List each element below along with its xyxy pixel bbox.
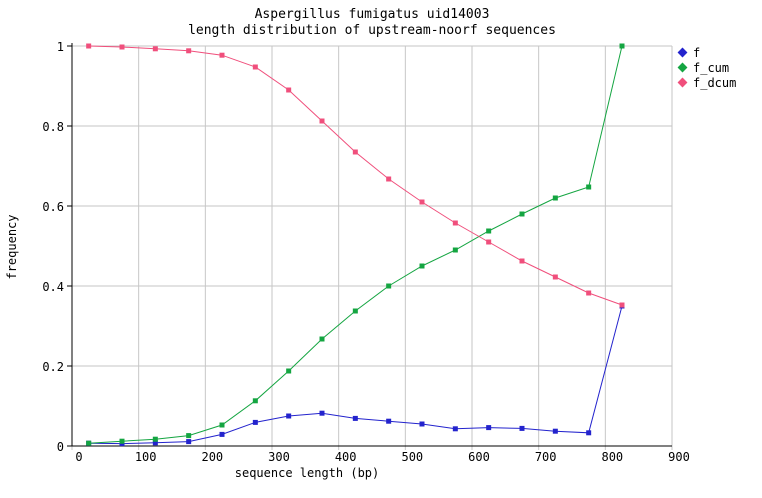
series-f-marker — [552, 428, 558, 434]
series-f_dcum-marker — [619, 302, 625, 308]
series-f-marker — [419, 421, 425, 427]
legend: f f_cum f_dcum — [677, 45, 737, 90]
x-tick-label: 500 — [401, 450, 423, 464]
x-tick-label: 0 — [75, 450, 82, 464]
legend-item-f: f — [677, 45, 736, 60]
y-tick-label: 0.2 — [42, 360, 64, 374]
x-tick-label: 600 — [468, 450, 490, 464]
series-f_cum-marker — [452, 247, 458, 253]
series-f-line — [88, 305, 623, 445]
y-tick-label: 0.8 — [42, 120, 64, 134]
legend-label-f-cum: f_cum — [693, 60, 730, 75]
series-f_cum-marker — [519, 211, 525, 217]
series-f_dcum-marker — [186, 48, 192, 54]
series-f_cum-marker — [419, 263, 425, 269]
series-f_dcum-marker — [419, 199, 425, 205]
series-f-marker — [486, 425, 492, 431]
y-tick-label: 1 — [57, 40, 64, 54]
series-f_cum-marker — [186, 433, 192, 439]
series-f_cum-marker — [552, 195, 558, 201]
chart-title: Aspergillus fumigatus uid14003 — [254, 7, 490, 22]
legend-marker-f-icon — [677, 47, 688, 58]
legend-label-f-dcum: f_dcum — [693, 75, 737, 90]
y-axis-label: frequency — [5, 214, 19, 280]
series-f_dcum-line — [88, 45, 623, 306]
x-tick-label: 900 — [668, 450, 690, 464]
x-tick-label: 800 — [601, 450, 623, 464]
series-f_dcum-marker — [519, 258, 525, 264]
series-f-marker — [352, 415, 358, 421]
y-tick-label: 0 — [57, 440, 64, 454]
x-tick-label: 200 — [201, 450, 223, 464]
series-f_cum-marker — [619, 43, 625, 49]
legend-item-f-cum: f_cum — [677, 60, 736, 75]
series-f_cum-marker — [119, 438, 125, 444]
series-f-marker — [219, 431, 225, 437]
series-f-marker — [152, 440, 158, 446]
series-f_dcum-marker — [352, 149, 358, 155]
series-f_dcum-marker — [452, 220, 458, 226]
series-f-marker — [386, 418, 392, 424]
series-f_cum-marker — [252, 398, 258, 404]
series-f_cum-line — [88, 45, 623, 444]
series-f_cum-marker — [352, 308, 358, 314]
x-axis-label: sequence length (bp) — [234, 466, 380, 480]
series-f_dcum-marker — [152, 46, 158, 52]
series-f-marker — [452, 426, 458, 432]
y-tick-label: 0.4 — [42, 280, 64, 294]
legend-label-f: f — [693, 45, 701, 60]
legend-marker-f-dcum-icon — [677, 77, 688, 88]
series-f_dcum-marker — [319, 118, 325, 124]
series-f_dcum-marker — [252, 64, 258, 70]
x-tick-label: 100 — [135, 450, 157, 464]
x-tick-label: 300 — [268, 450, 290, 464]
series-f_dcum-marker — [86, 43, 92, 49]
series-f_cum-marker — [586, 184, 592, 190]
x-tick-label: 400 — [335, 450, 357, 464]
series-f_dcum-marker — [486, 239, 492, 245]
series-f_dcum-marker — [219, 52, 225, 58]
legend-marker-f-cum-icon — [677, 62, 688, 73]
series-f-marker — [286, 413, 292, 419]
legend-item-f-dcum: f_dcum — [677, 75, 737, 90]
series-f_cum-marker — [386, 283, 392, 289]
series-f_cum-marker — [152, 436, 158, 442]
chart-subtitle: length distribution of upstream-noorf se… — [188, 23, 556, 38]
series-f_dcum-marker — [386, 176, 392, 182]
series-f-marker — [586, 430, 592, 436]
series-f-marker — [252, 419, 258, 425]
series-f_dcum-marker — [286, 87, 292, 93]
series-f_dcum-marker — [119, 44, 125, 50]
x-tick-label: 700 — [535, 450, 557, 464]
series-f_cum-marker — [286, 368, 292, 374]
series-f-marker — [319, 410, 325, 416]
series-f_cum-marker — [486, 228, 492, 234]
title-block: Aspergillus fumigatus uid14003 length di… — [72, 7, 672, 39]
series-f_dcum-marker — [586, 290, 592, 296]
series-f_dcum-marker — [552, 274, 558, 280]
series-f_cum-marker — [319, 336, 325, 342]
series-f-marker — [186, 439, 192, 445]
y-tick-label: 0.6 — [42, 200, 64, 214]
series-f_cum-marker — [86, 440, 92, 446]
series-f-marker — [519, 425, 525, 431]
series-f_cum-marker — [219, 422, 225, 428]
